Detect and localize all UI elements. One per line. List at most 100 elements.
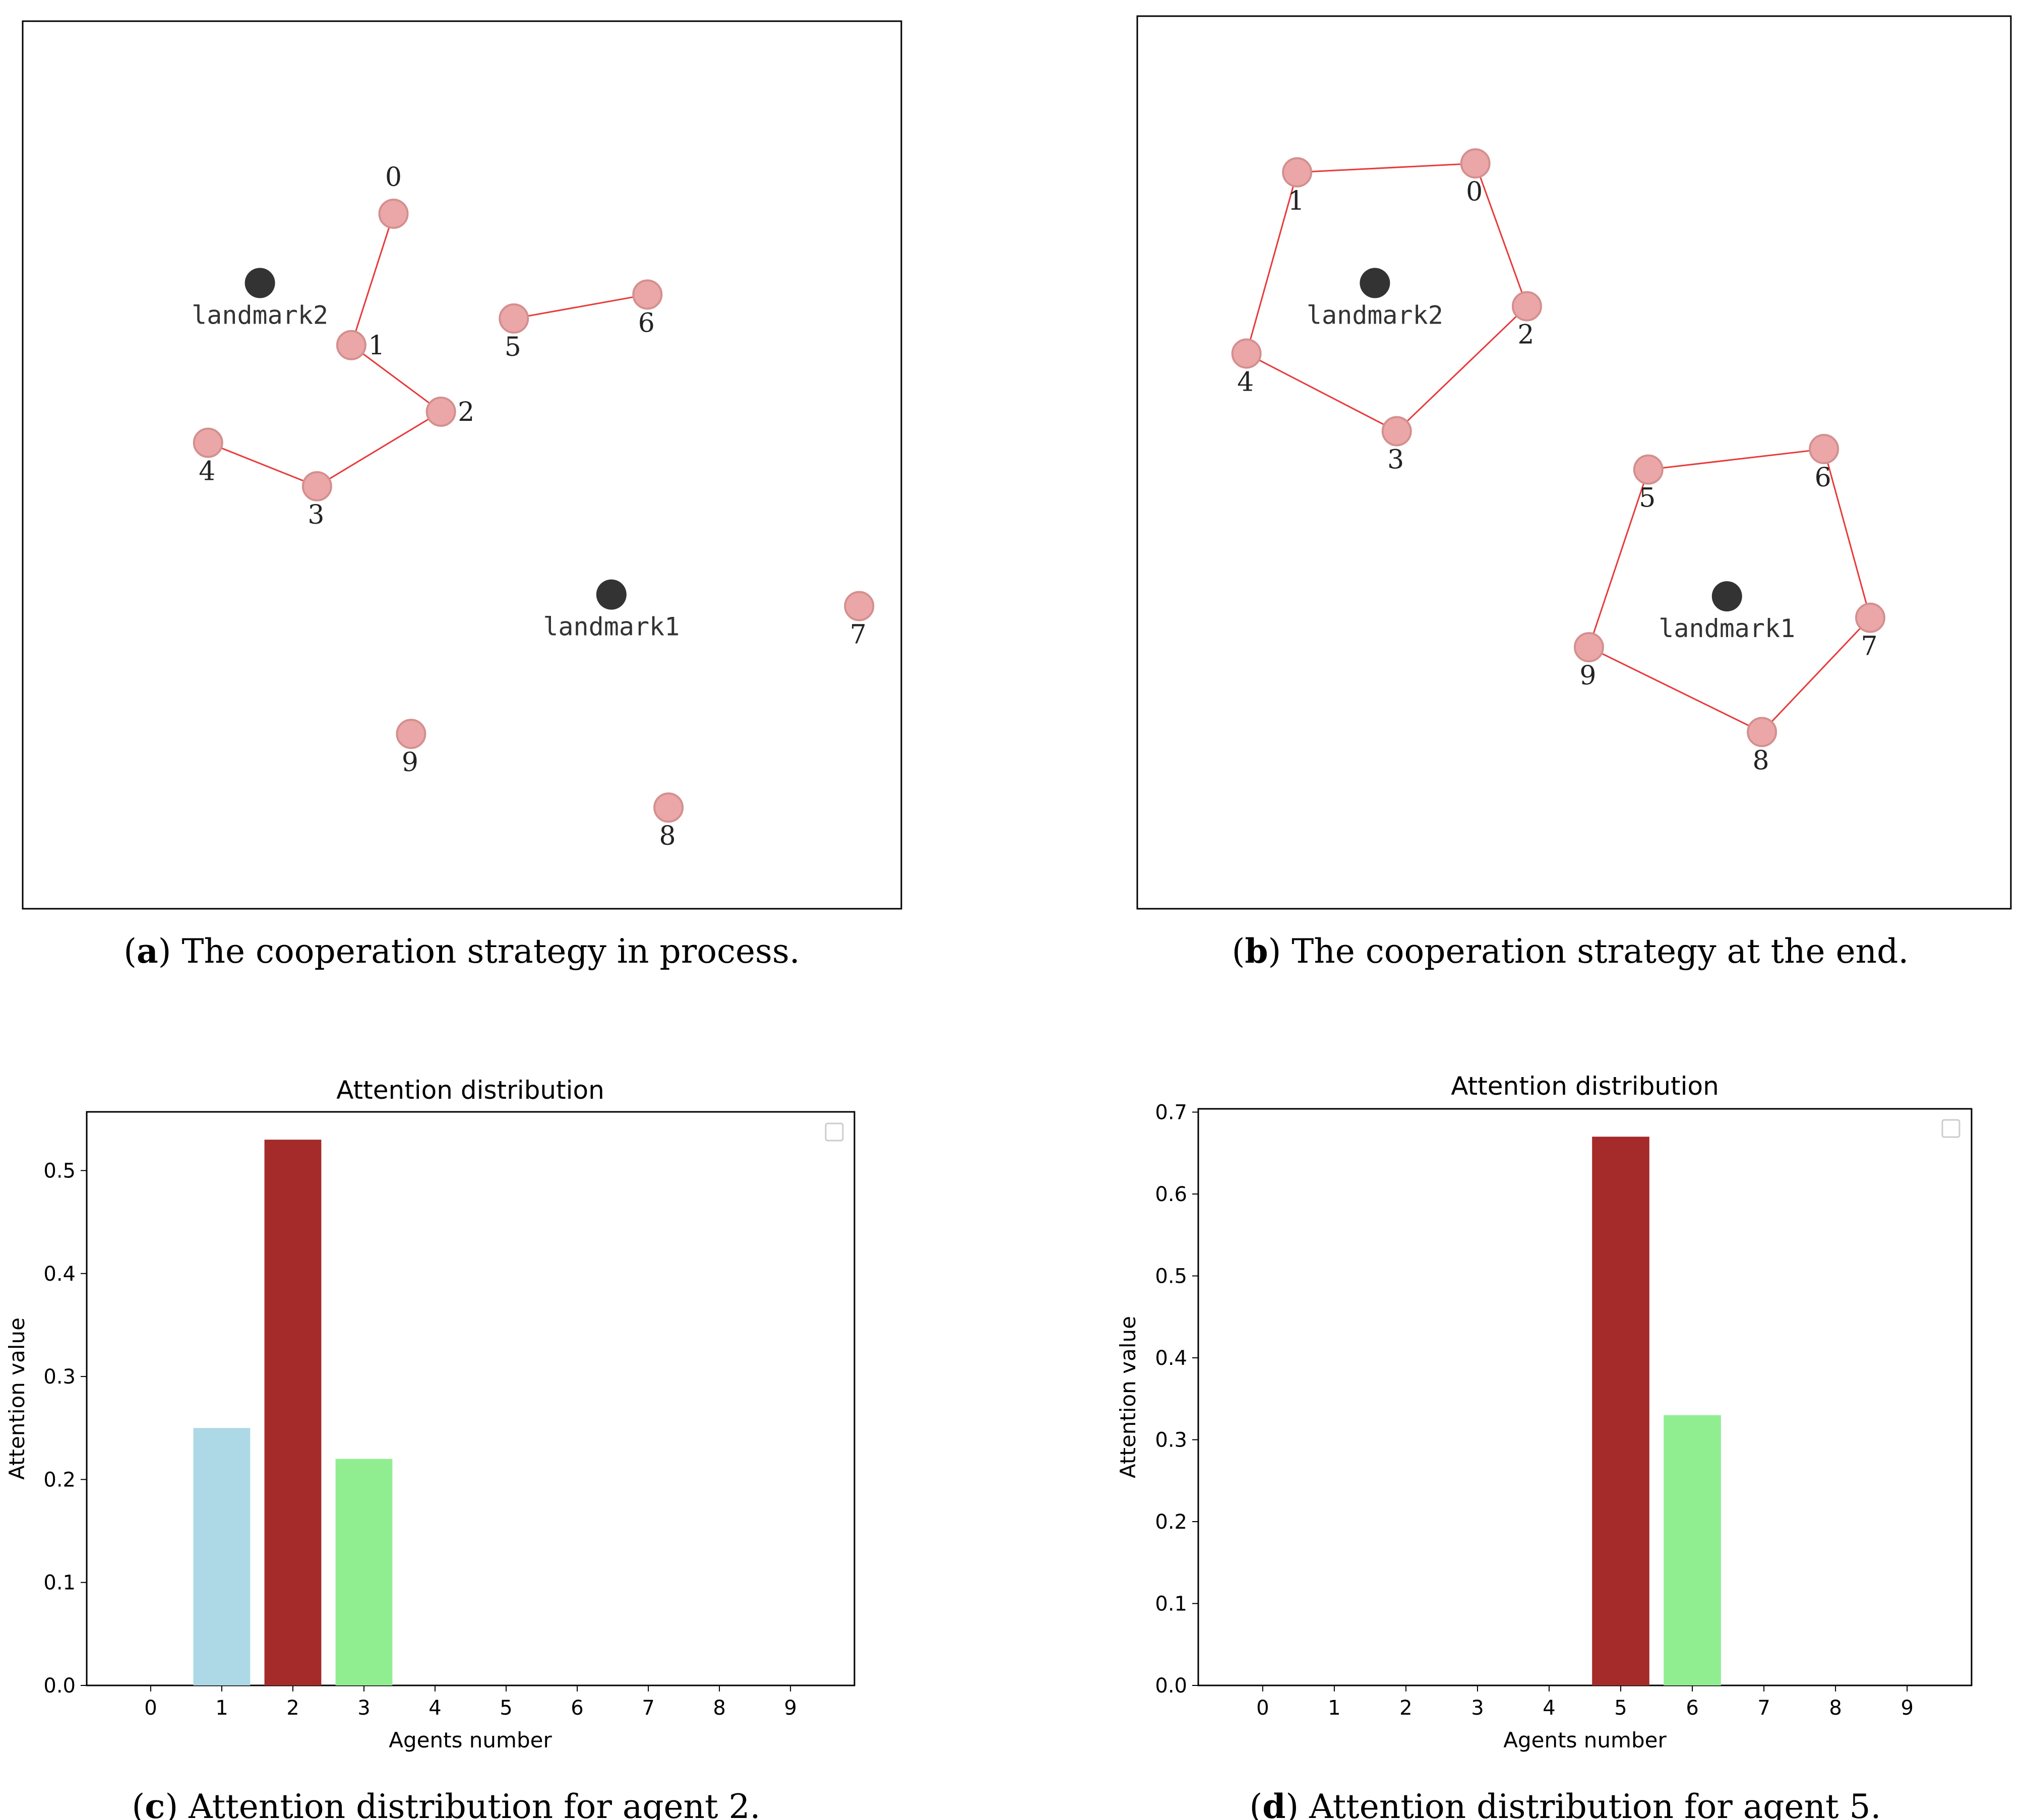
agent-3-label: 3	[1387, 445, 1404, 475]
agent-4-label: 4	[199, 456, 215, 486]
agent-5-label: 5	[505, 332, 521, 362]
agent-6-label: 6	[1815, 463, 1831, 493]
link-2-0	[1475, 163, 1528, 307]
xtick-label-5: 5	[1614, 1697, 1627, 1720]
ytick-label: 0.5	[43, 1159, 76, 1182]
link-8-9	[1588, 646, 1762, 733]
xtick-label-3: 3	[357, 1697, 370, 1720]
landmark2-marker	[244, 268, 275, 298]
agent-0-marker	[378, 199, 409, 229]
agent-3-label: 3	[308, 500, 324, 530]
panel-d-yticks: 0.0 0.1 0.2 0.3 0.4 0.5 0.6 0.7	[1155, 1101, 1198, 1698]
agent-1-marker	[1282, 157, 1313, 187]
ytick-label: 0.2	[1155, 1511, 1187, 1534]
agent-8-marker	[653, 792, 684, 823]
panel-b-network-at-end: landmark2 landmark1 0 1 2 3 4 5 6 7 8 9 (b) The co…	[1136, 15, 2012, 971]
landmark1-marker	[596, 579, 627, 610]
ytick-label: 0.3	[1155, 1429, 1187, 1452]
ytick-label: 0.1	[1155, 1593, 1187, 1616]
ytick-label: 0.4	[43, 1263, 76, 1286]
agent-2-label: 2	[1517, 320, 1534, 350]
panel-a-links	[208, 213, 648, 487]
bar-agent-5	[1592, 1137, 1649, 1685]
agent-6-marker	[1809, 433, 1839, 464]
agent-7-marker	[1855, 602, 1885, 633]
landmark1-label: landmark1	[1659, 614, 1795, 643]
xtick-label-8: 8	[713, 1697, 725, 1720]
agent-6-label: 6	[638, 308, 655, 338]
agent-4-label: 4	[1237, 367, 1254, 397]
ytick-label: 0.2	[43, 1468, 76, 1491]
bar-agent-6	[1664, 1415, 1721, 1685]
ytick-label: 0.5	[1155, 1265, 1187, 1288]
xtick-label-5: 5	[500, 1697, 512, 1720]
link-7-8	[1761, 617, 1871, 733]
panel-d-bars	[1592, 1137, 1721, 1685]
panel-c-title: Attention distribution	[336, 1076, 604, 1105]
xtick-label-7: 7	[1757, 1697, 1770, 1720]
xtick-label-0: 0	[144, 1697, 157, 1720]
link-1-4	[1246, 172, 1298, 354]
xtick-label-2: 2	[1399, 1697, 1412, 1720]
xtick-label-0: 0	[1256, 1697, 1269, 1720]
xtick-label-9: 9	[1900, 1697, 1913, 1720]
agent-4-marker	[1231, 338, 1262, 369]
link-2-3	[317, 411, 442, 487]
agent-2-marker	[425, 396, 456, 427]
panel-a-caption: (a) The cooperation strategy in process.	[124, 931, 800, 971]
panel-c-plot-frame	[86, 1111, 855, 1686]
panel-a-network-in-process: landmark2 landmark1 0 1 2 3 4 5 6 7 8 9 (a) The co…	[22, 20, 902, 971]
agent-0-marker	[1460, 148, 1491, 179]
panel-d-legend-box	[1941, 1119, 1960, 1138]
panel-c-xlabel: Agents number	[389, 1728, 552, 1752]
link-5-6	[514, 293, 648, 320]
link-1-2	[350, 344, 442, 413]
ytick-label: 0.6	[1155, 1183, 1187, 1206]
bar-agent-1	[193, 1428, 251, 1685]
agent-9-marker	[1573, 632, 1604, 663]
panel-a-agents: 0 1 2 3 4 5 6 7 8 9	[193, 162, 875, 851]
ytick-label: 0.0	[43, 1674, 76, 1698]
agent-7-label: 7	[850, 619, 867, 650]
xtick-label-2: 2	[286, 1697, 299, 1720]
panel-d-bar-chart-agent-5: Attention distribution Agents number Att…	[1116, 1072, 1973, 1820]
link-9-5	[1588, 469, 1649, 648]
agent-3-marker	[1381, 416, 1412, 447]
link-0-1	[350, 213, 394, 346]
agent-3-marker	[301, 471, 332, 501]
xtick-label-4: 4	[1543, 1697, 1555, 1720]
xtick-label-1: 1	[215, 1697, 228, 1720]
ytick-label: 0.7	[1155, 1101, 1187, 1124]
landmark2-label: landmark2	[192, 300, 328, 330]
link-6-7	[1823, 449, 1871, 618]
landmark2-marker	[1360, 268, 1390, 298]
panel-b-agents: 0 1 2 3 4 5 6 7 8 9	[1231, 148, 1885, 776]
bar-agent-2	[264, 1140, 322, 1685]
agent-7-label: 7	[1861, 632, 1877, 662]
landmark2-label: landmark2	[1307, 301, 1443, 330]
panel-c-yticks: 0.0 0.1 0.2 0.3 0.4 0.5	[43, 1159, 87, 1698]
agent-9-marker	[396, 719, 426, 749]
agent-8-marker	[1747, 717, 1777, 747]
panel-c-ylabel: Attention value	[5, 1317, 29, 1480]
panel-d-xticks: 0 1 2 3 4 5 6 7 8 9	[1256, 1685, 1914, 1720]
agent-5-label: 5	[1639, 483, 1655, 514]
agent-4-marker	[193, 427, 223, 458]
xtick-label-6: 6	[571, 1697, 583, 1720]
xtick-label-6: 6	[1686, 1697, 1698, 1720]
panel-a-landmarks: landmark2 landmark1	[192, 268, 680, 642]
link-5-6	[1648, 448, 1824, 471]
xtick-label-1: 1	[1328, 1697, 1340, 1720]
xtick-label-8: 8	[1829, 1697, 1842, 1720]
panel-c-caption: (c) Attention distribution for agent 2.	[132, 1787, 761, 1820]
xtick-label-3: 3	[1471, 1697, 1484, 1720]
panel-d-caption: (d) Attention distribution for agent 5.	[1250, 1787, 1881, 1820]
panel-b-landmarks: landmark2 landmark1	[1307, 268, 1795, 643]
agent-8-label: 8	[659, 821, 676, 851]
agent-7-marker	[844, 591, 875, 621]
ytick-label: 0.4	[1155, 1347, 1187, 1370]
panel-a-frame	[22, 20, 902, 910]
link-3-2	[1396, 305, 1527, 432]
panel-d-title: Attention distribution	[1451, 1072, 1719, 1101]
